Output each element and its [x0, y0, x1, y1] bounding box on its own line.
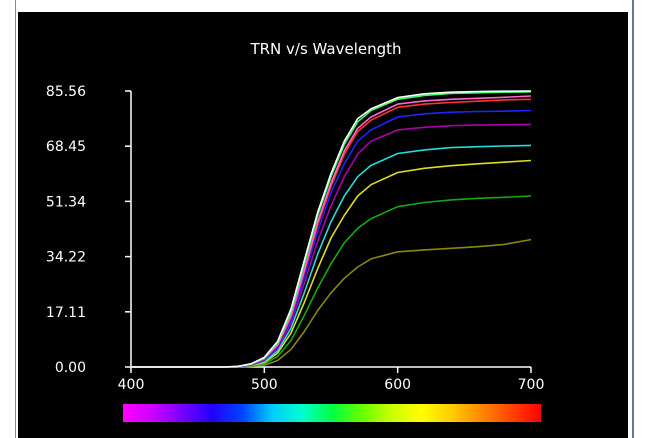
- x-tick-label: 400: [118, 377, 145, 393]
- y-tick-label: 17.11: [46, 305, 86, 321]
- series-layer: [131, 90, 532, 368]
- series-line: [131, 91, 532, 368]
- x-tick-label: 500: [251, 377, 278, 393]
- series-line: [131, 90, 532, 368]
- y-tick-label: 85.56: [46, 84, 86, 100]
- chart-title: TRN v/s Wavelength: [249, 40, 401, 58]
- wavelength-spectrum-bar: [123, 404, 541, 422]
- series-line: [131, 95, 532, 368]
- y-tick-label: 34.22: [46, 250, 86, 266]
- chart-panel: TRN v/s Wavelength 0.00 17.11 34.22 51.34 68…: [18, 12, 628, 438]
- y-tick-label: 51.34: [46, 194, 86, 210]
- chart-svg: TRN v/s Wavelength 0.00 17.11 34.22 51.34 68…: [46, 40, 544, 422]
- y-tick-label: 0.00: [55, 360, 86, 376]
- x-tick-label: 700: [518, 377, 545, 393]
- series-line: [131, 238, 532, 368]
- x-tick-label: 600: [384, 377, 411, 393]
- chart-axes: 0.00 17.11 34.22 51.34 68.45 85.56 400 500 600 70…: [46, 84, 544, 393]
- y-tick-label: 68.45: [46, 139, 86, 155]
- window-border-left: [15, 0, 16, 438]
- series-line: [131, 98, 532, 368]
- series-line: [131, 123, 532, 368]
- window-border-right: [632, 0, 634, 438]
